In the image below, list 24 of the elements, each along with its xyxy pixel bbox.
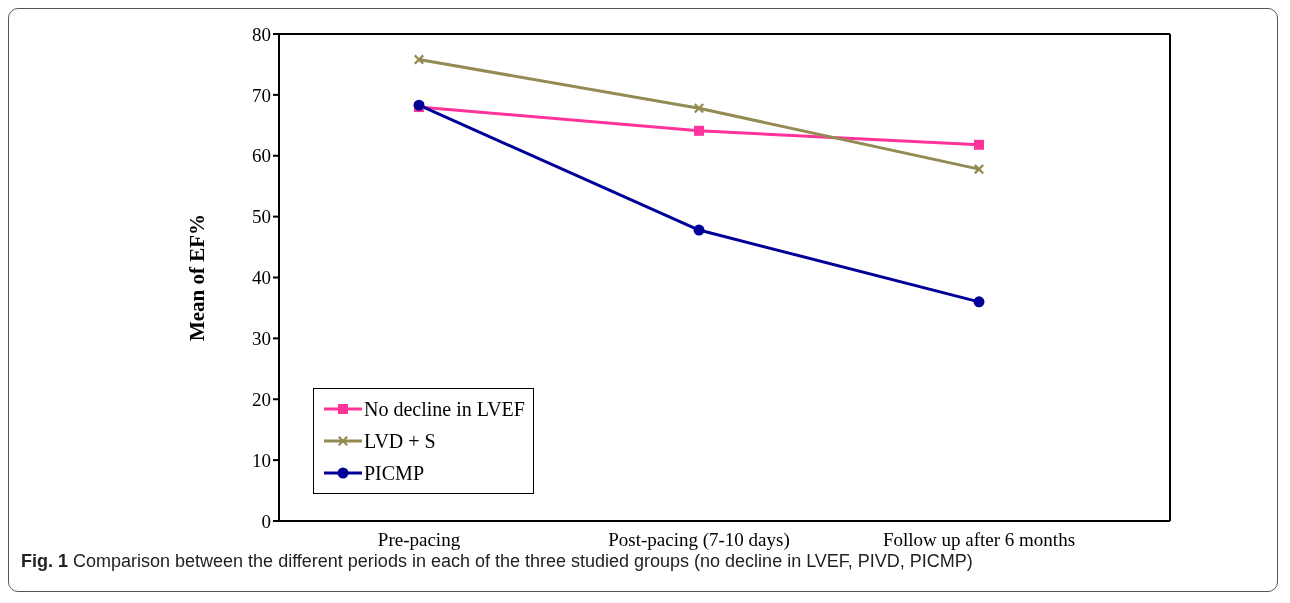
legend-label: No decline in LVEF — [364, 397, 525, 421]
point — [694, 103, 704, 114]
y-tick-label: 40 — [252, 267, 271, 289]
legend-label: LVD + S — [364, 429, 436, 453]
point — [693, 224, 705, 236]
y-tick-label: 10 — [252, 449, 271, 471]
point — [414, 54, 424, 65]
legend-label: PICMP — [364, 461, 425, 485]
x-tick-label: Pre-pacing — [377, 529, 461, 551]
y-axis-title: Mean of EF% — [185, 213, 210, 342]
point — [973, 296, 985, 308]
y-tick-label: 0 — [261, 510, 271, 532]
y-tick-label: 70 — [252, 84, 271, 106]
point — [694, 125, 704, 136]
x-tick-label: Post-pacing (7-10 days) — [608, 529, 790, 552]
y-tick-label: 50 — [252, 206, 271, 228]
y-tick-label: 20 — [252, 388, 271, 410]
x-tick-label: Follow up after 6 months — [882, 529, 1076, 551]
y-tick-label: 30 — [252, 328, 271, 350]
point — [974, 164, 984, 175]
caption: Fig. 1 Comparison between the different periods in each of the three studied groups (no decline in LVEF, PIVD, PICMP) — [21, 551, 974, 572]
y-tick-label: 80 — [252, 23, 271, 45]
point — [974, 139, 984, 150]
y-tick-label: 60 — [252, 145, 271, 167]
